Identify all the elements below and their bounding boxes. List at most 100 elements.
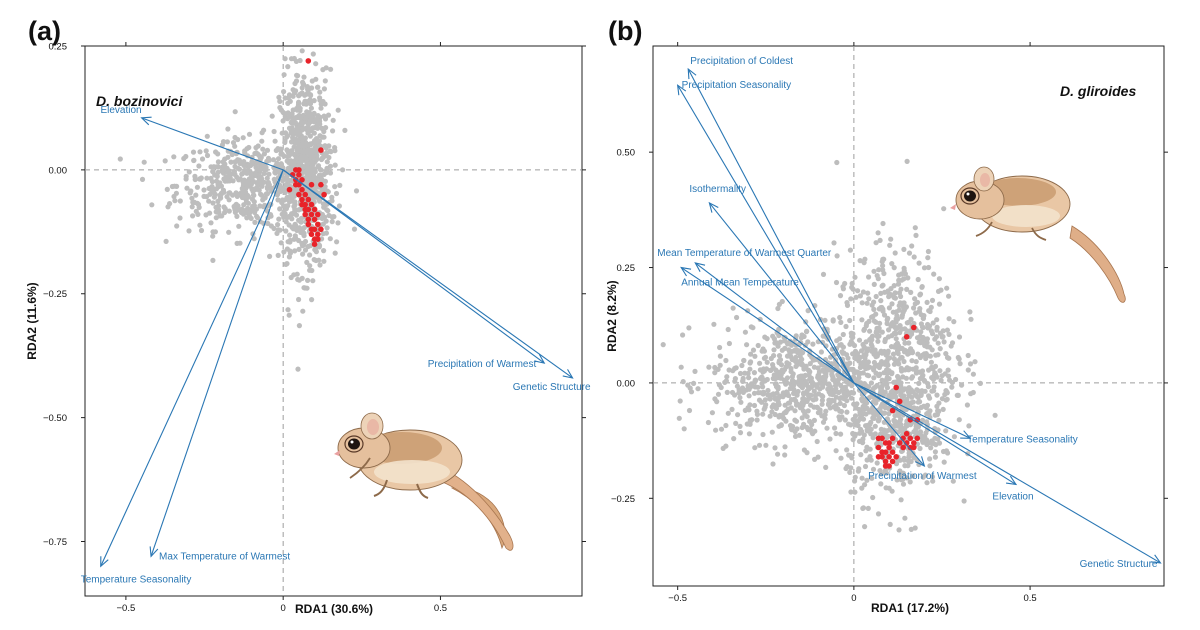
neutral-snp-point: [956, 417, 962, 423]
vector-line: [853, 382, 971, 439]
neutral-snp-point: [762, 354, 769, 360]
neutral-snp-point: [914, 406, 920, 412]
neutral-snp-point: [299, 48, 305, 54]
x-tick-label: 0.5: [1023, 593, 1036, 604]
neutral-snp-point: [326, 154, 332, 161]
neutral-snp-point: [717, 353, 724, 359]
outlier-snp-point: [903, 430, 910, 437]
neutral-snp-point: [801, 366, 807, 372]
neutral-snp-point: [715, 391, 722, 397]
neutral-snp-point: [942, 371, 948, 377]
neutral-snp-point: [925, 248, 932, 255]
neutral-snp-point: [807, 418, 813, 424]
neutral-snp-point: [895, 325, 901, 331]
outlier-snp-point: [308, 201, 315, 208]
neutral-snp-point: [926, 393, 932, 399]
neutral-snp-point: [286, 125, 293, 131]
neutral-snp-point: [889, 371, 895, 377]
neutral-snp-point: [914, 299, 921, 305]
vector-isothermality: Isothermality: [689, 184, 855, 384]
neutral-snp-point: [896, 277, 902, 283]
neutral-snp-point: [876, 267, 882, 273]
neutral-snp-point: [139, 176, 146, 182]
neutral-snp-point: [265, 155, 272, 161]
neutral-snp-point: [879, 377, 885, 383]
neutral-snp-point: [231, 168, 237, 175]
neutral-snp-point: [904, 158, 910, 164]
neutral-snp-point: [221, 167, 227, 173]
neutral-snp-point: [941, 339, 947, 345]
neutral-snp-point: [695, 386, 701, 392]
neutral-snp-point: [769, 404, 775, 410]
neutral-snp-point: [295, 366, 301, 372]
neutral-snp-point: [298, 219, 304, 225]
outlier-snp-point: [318, 181, 324, 188]
neutral-snp-point: [857, 258, 863, 264]
neutral-snp-point: [909, 348, 915, 354]
neutral-snp-point: [297, 57, 303, 64]
neutral-snp-point: [351, 226, 358, 232]
neutral-snp-point: [907, 422, 914, 428]
neutral-snp-point: [190, 149, 197, 155]
neutral-snp-point: [915, 351, 921, 357]
neutral-snp-point: [943, 428, 949, 434]
neutral-snp-point: [805, 408, 811, 414]
neutral-snp-point: [848, 422, 854, 428]
neutral-snp-point: [739, 385, 746, 391]
vector-label: Precipitation Seasonality: [682, 80, 792, 91]
neutral-snp-point: [918, 391, 924, 397]
neutral-snp-point: [324, 225, 330, 231]
neutral-snp-point: [880, 263, 886, 269]
neutral-snp-point: [848, 330, 854, 336]
neutral-snp-point: [939, 334, 946, 340]
neutral-snp-point: [901, 246, 907, 252]
neutral-snp-point: [332, 184, 338, 190]
neutral-snp-point: [876, 325, 882, 331]
neutral-snp-point: [877, 361, 884, 367]
neutral-snp-point: [747, 419, 753, 426]
neutral-snp-point: [860, 505, 866, 511]
neutral-snp-point: [859, 317, 865, 323]
neutral-snp-point: [204, 133, 210, 139]
neutral-snp-point: [901, 358, 907, 365]
neutral-snp-point: [852, 274, 858, 280]
vector-label: Max Temperature of Warmest: [159, 551, 290, 562]
neutral-snp-point: [321, 248, 327, 254]
neutral-snp-point: [923, 355, 929, 362]
neutral-snp-point: [834, 253, 840, 259]
vector-line: [677, 84, 855, 384]
neutral-snp-point: [255, 151, 261, 157]
neutral-snp-point: [337, 182, 343, 188]
neutral-snp-point: [246, 131, 253, 137]
neutral-snp-point: [850, 351, 856, 357]
vector-arrowhead: [149, 546, 159, 558]
neutral-snp-point: [867, 328, 873, 334]
panel-b: (b) Precipitation of ColdestPrecipitatio…: [605, 16, 1168, 615]
neutral-snp-point: [951, 434, 958, 440]
neutral-snp-point: [921, 265, 928, 271]
neutral-snp-point: [215, 207, 221, 213]
vector-line: [141, 117, 284, 171]
neutral-snp-point: [288, 274, 294, 281]
neutral-snp-point: [754, 411, 761, 417]
neutral-snp-point: [825, 402, 832, 408]
neutral-snp-point: [931, 384, 937, 390]
neutral-snp-point: [767, 413, 773, 419]
neutral-snp-point: [194, 200, 200, 206]
panel-a-species-label: D. bozinovici: [96, 93, 183, 109]
neutral-snp-point: [296, 246, 302, 252]
outlier-snp-point: [903, 334, 910, 340]
neutral-snp-point: [272, 138, 278, 144]
neutral-snp-point: [309, 85, 315, 91]
outlier-snp-point: [889, 449, 896, 456]
neutral-snp-point: [315, 84, 321, 90]
neutral-snp-point: [906, 392, 912, 398]
neutral-snp-point: [305, 88, 311, 94]
panel-b-axis-ticks: −0.5 0 0.5 0.50 0.25 0.00 −0.25: [611, 42, 1168, 604]
neutral-snp-point: [842, 280, 848, 287]
neutral-snp-point: [335, 107, 341, 113]
neutral-snp-point: [169, 183, 175, 190]
neutral-snp-point: [871, 415, 877, 421]
neutral-snp-point: [312, 169, 318, 175]
neutral-snp-point: [771, 347, 777, 353]
